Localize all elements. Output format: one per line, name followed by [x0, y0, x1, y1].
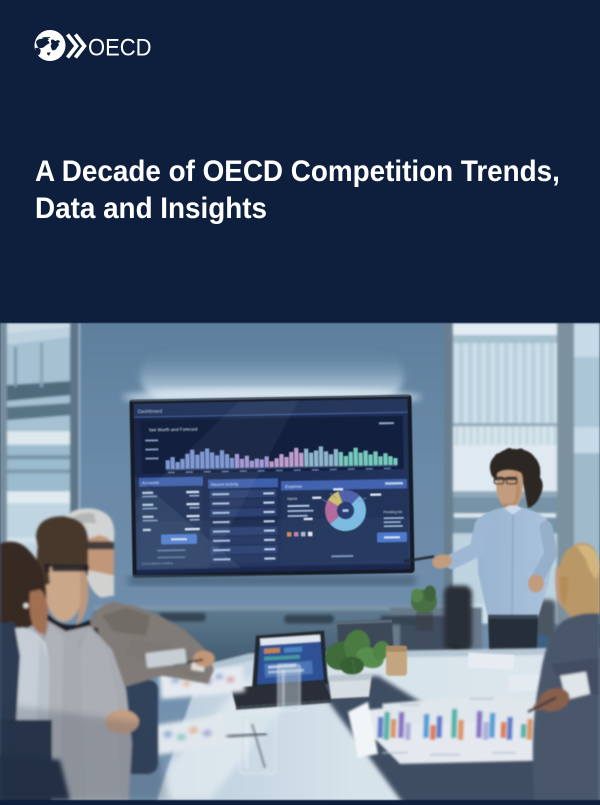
svg-text:Dashboard: Dashboard — [138, 409, 163, 415]
svg-text:Accounts: Accounts — [142, 480, 159, 485]
svg-text:OECD: OECD — [88, 35, 152, 62]
svg-text:Name: Name — [287, 497, 297, 501]
svg-text:Net Worth and Forecast: Net Worth and Forecast — [149, 427, 198, 433]
svg-text:Consultation hotline: Consultation hotline — [141, 561, 173, 566]
svg-text:Expense: Expense — [285, 484, 303, 489]
svg-text:Pending list: Pending list — [384, 510, 403, 514]
svg-text:Recent Activity: Recent Activity — [211, 481, 239, 487]
